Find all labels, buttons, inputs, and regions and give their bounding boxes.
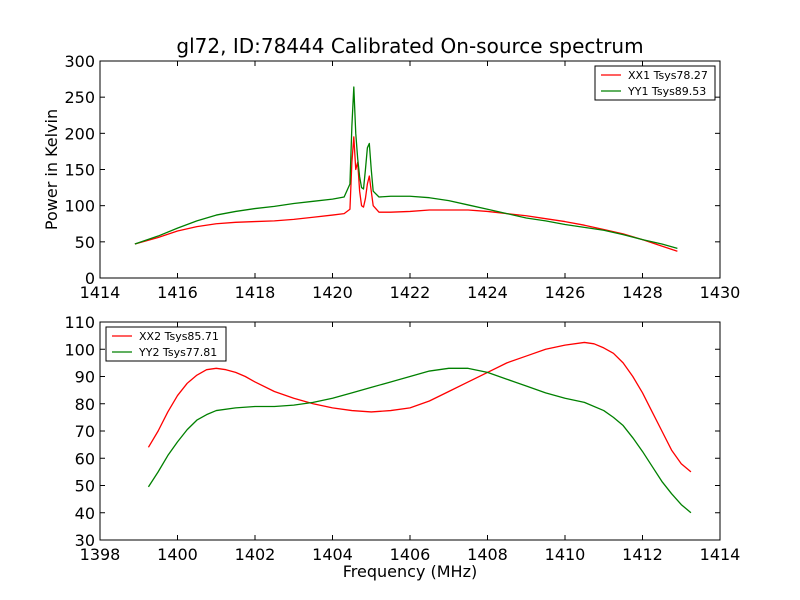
x-tick-label: 1430 — [700, 283, 741, 302]
x-tick-label: 1426 — [545, 283, 586, 302]
y-tick-label: 90 — [75, 368, 95, 387]
series-line — [134, 86, 678, 249]
y-tick-label: 30 — [75, 531, 95, 550]
figure-title: gl72, ID:78444 Calibrated On-source spec… — [176, 34, 643, 58]
y-tick-label: 50 — [75, 477, 95, 496]
x-tick-label: 1408 — [467, 545, 508, 564]
x-tick-label: 1400 — [157, 545, 198, 564]
x-tick-label: 1416 — [157, 283, 198, 302]
y-axis-label: Power in Kelvin — [42, 109, 61, 230]
legend-box — [105, 326, 227, 362]
y-tick-label: 250 — [64, 88, 95, 107]
y-tick-label: 110 — [64, 313, 95, 332]
x-tick-label: 1404 — [312, 545, 353, 564]
y-tick-label: 200 — [64, 124, 95, 143]
legend-entry-label: XX2 Tsys85.71 — [139, 330, 219, 343]
x-tick-label: 1420 — [312, 283, 353, 302]
x-tick-label: 1412 — [622, 545, 663, 564]
y-tick-label: 80 — [75, 395, 95, 414]
x-tick-label: 1422 — [390, 283, 431, 302]
x-tick-label: 1406 — [390, 545, 431, 564]
x-tick-label: 1402 — [235, 545, 276, 564]
bottom-panel-chart: 1398 1400 1402 1404 1406 1408 1410 1412 1414 30 40… — [64, 313, 740, 581]
y-tick-label: 70 — [75, 422, 95, 441]
legend-entry-label: YY1 Tsys89.53 — [627, 85, 706, 98]
x-tick-label: 1418 — [235, 283, 276, 302]
legend-entry-label: YY2 Tsys77.81 — [138, 346, 217, 359]
y-tick-label: 50 — [75, 233, 95, 252]
x-tick-label: 1398 — [80, 545, 121, 564]
legend-box — [594, 65, 716, 101]
x-tick-label: 1424 — [467, 283, 508, 302]
series-line — [147, 367, 692, 514]
y-tick-label: 150 — [64, 161, 95, 180]
series-line — [134, 136, 678, 252]
legend-entry-label: XX1 Tsys78.27 — [628, 69, 708, 82]
y-tick-label: 40 — [75, 504, 95, 523]
series-line — [147, 341, 692, 473]
y-tick-label: 300 — [64, 52, 95, 71]
y-tick-label: 0 — [85, 269, 95, 288]
y-tick-label: 60 — [75, 449, 95, 468]
y-tick-label: 100 — [64, 197, 95, 216]
x-axis-label: Frequency (MHz) — [343, 562, 477, 581]
y-tick-label: 100 — [64, 340, 95, 359]
x-tick-label: 1428 — [622, 283, 663, 302]
x-tick-label: 1414 — [80, 283, 121, 302]
x-tick-label: 1410 — [545, 545, 586, 564]
x-tick-label: 1414 — [700, 545, 741, 564]
top-panel-chart: 1414 1416 1418 1420 1422 1424 1426 1428 1430 0 50 1… — [42, 52, 740, 302]
